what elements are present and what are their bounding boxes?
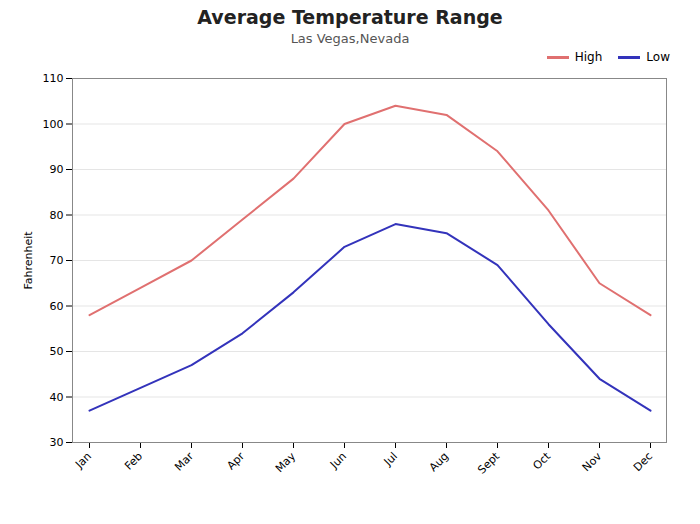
svg-text:Jan: Jan xyxy=(72,450,94,472)
svg-text:30: 30 xyxy=(50,436,64,449)
svg-text:Jul: Jul xyxy=(381,450,400,469)
svg-text:Nov: Nov xyxy=(580,449,605,474)
html-text:Las Vegas,Nevada: Las Vegas,Nevada xyxy=(290,31,410,46)
svg-text:110: 110 xyxy=(43,72,64,85)
svg-text:40: 40 xyxy=(50,391,64,404)
svg-text:90: 90 xyxy=(50,163,64,176)
svg-text:Sept: Sept xyxy=(475,449,502,476)
svg-text:Aug: Aug xyxy=(427,450,451,474)
svg-text:50: 50 xyxy=(50,345,64,358)
svg-text:60: 60 xyxy=(50,300,64,313)
svg-text:70: 70 xyxy=(50,254,64,267)
svg-text:Mar: Mar xyxy=(172,449,196,473)
svg-text:Fahrenheit: Fahrenheit xyxy=(22,231,35,290)
svg-text:Oct: Oct xyxy=(530,449,553,472)
svg-text:80: 80 xyxy=(50,209,64,222)
svg-text:Apr: Apr xyxy=(224,449,247,472)
html-text:Average Temperature Range: Average Temperature Range xyxy=(197,6,503,28)
svg-text:Feb: Feb xyxy=(122,450,145,473)
svg-text:Jun: Jun xyxy=(327,450,349,472)
html-text:High: High xyxy=(574,50,603,64)
svg-text:Dec: Dec xyxy=(631,450,655,474)
svg-text:100: 100 xyxy=(43,118,64,131)
html-text:Low: Low xyxy=(646,50,670,64)
svg-text:May: May xyxy=(273,449,299,475)
